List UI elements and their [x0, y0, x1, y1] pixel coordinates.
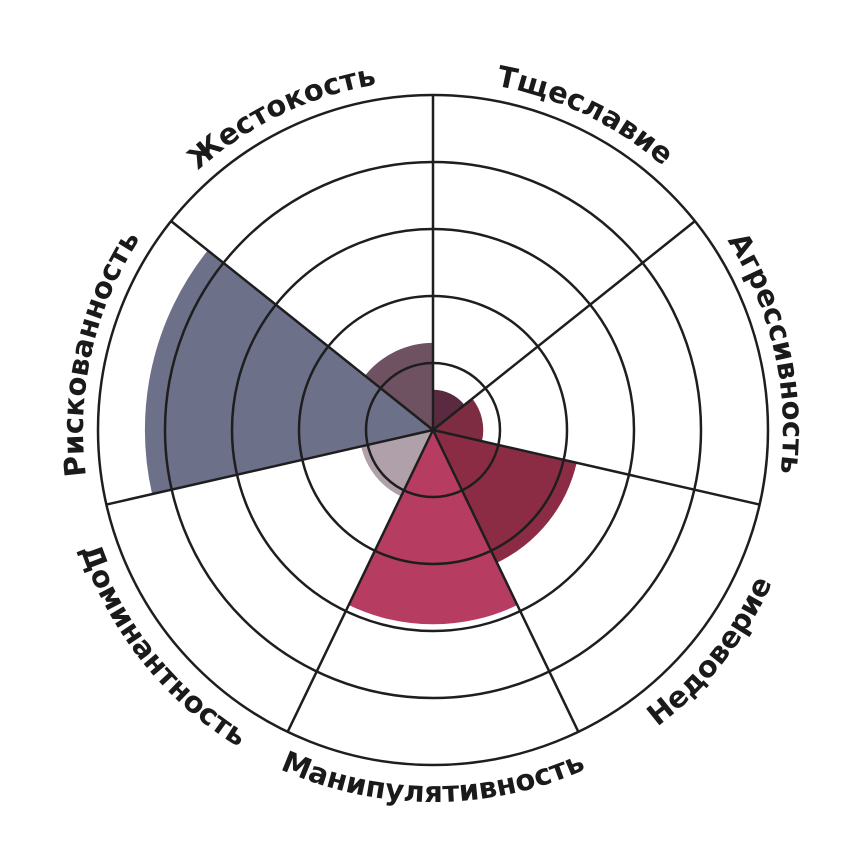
sector	[433, 430, 577, 563]
category-label-path: Агрессивность	[721, 226, 810, 475]
category-label-path: Доминантность	[74, 539, 254, 753]
category-label-path: Манипулятивность	[277, 744, 589, 809]
category-label: Рискованность	[56, 224, 146, 479]
spoke	[170, 220, 434, 431]
spoke	[432, 220, 696, 431]
category-label-path: Тщеславие	[494, 59, 680, 171]
category-label: Манипулятивность	[277, 744, 589, 809]
category-label: Недоверие	[640, 571, 778, 732]
category-label-path: Жестокость	[181, 58, 378, 176]
category-label: Доминантность	[74, 539, 254, 753]
spoke	[431, 429, 580, 733]
spoke	[286, 429, 435, 733]
sector	[361, 430, 433, 497]
category-label: Тщеславие	[494, 59, 680, 171]
sector	[348, 430, 518, 625]
category-label-path: Недоверие	[640, 571, 778, 732]
sector	[144, 250, 433, 495]
sector	[433, 389, 465, 430]
category-label-path: Рискованность	[56, 224, 146, 479]
category-label: Агрессивность	[721, 226, 810, 475]
spoke	[106, 428, 434, 506]
spoke	[432, 428, 760, 506]
sector	[433, 398, 484, 442]
category-label: Жестокость	[181, 58, 378, 176]
